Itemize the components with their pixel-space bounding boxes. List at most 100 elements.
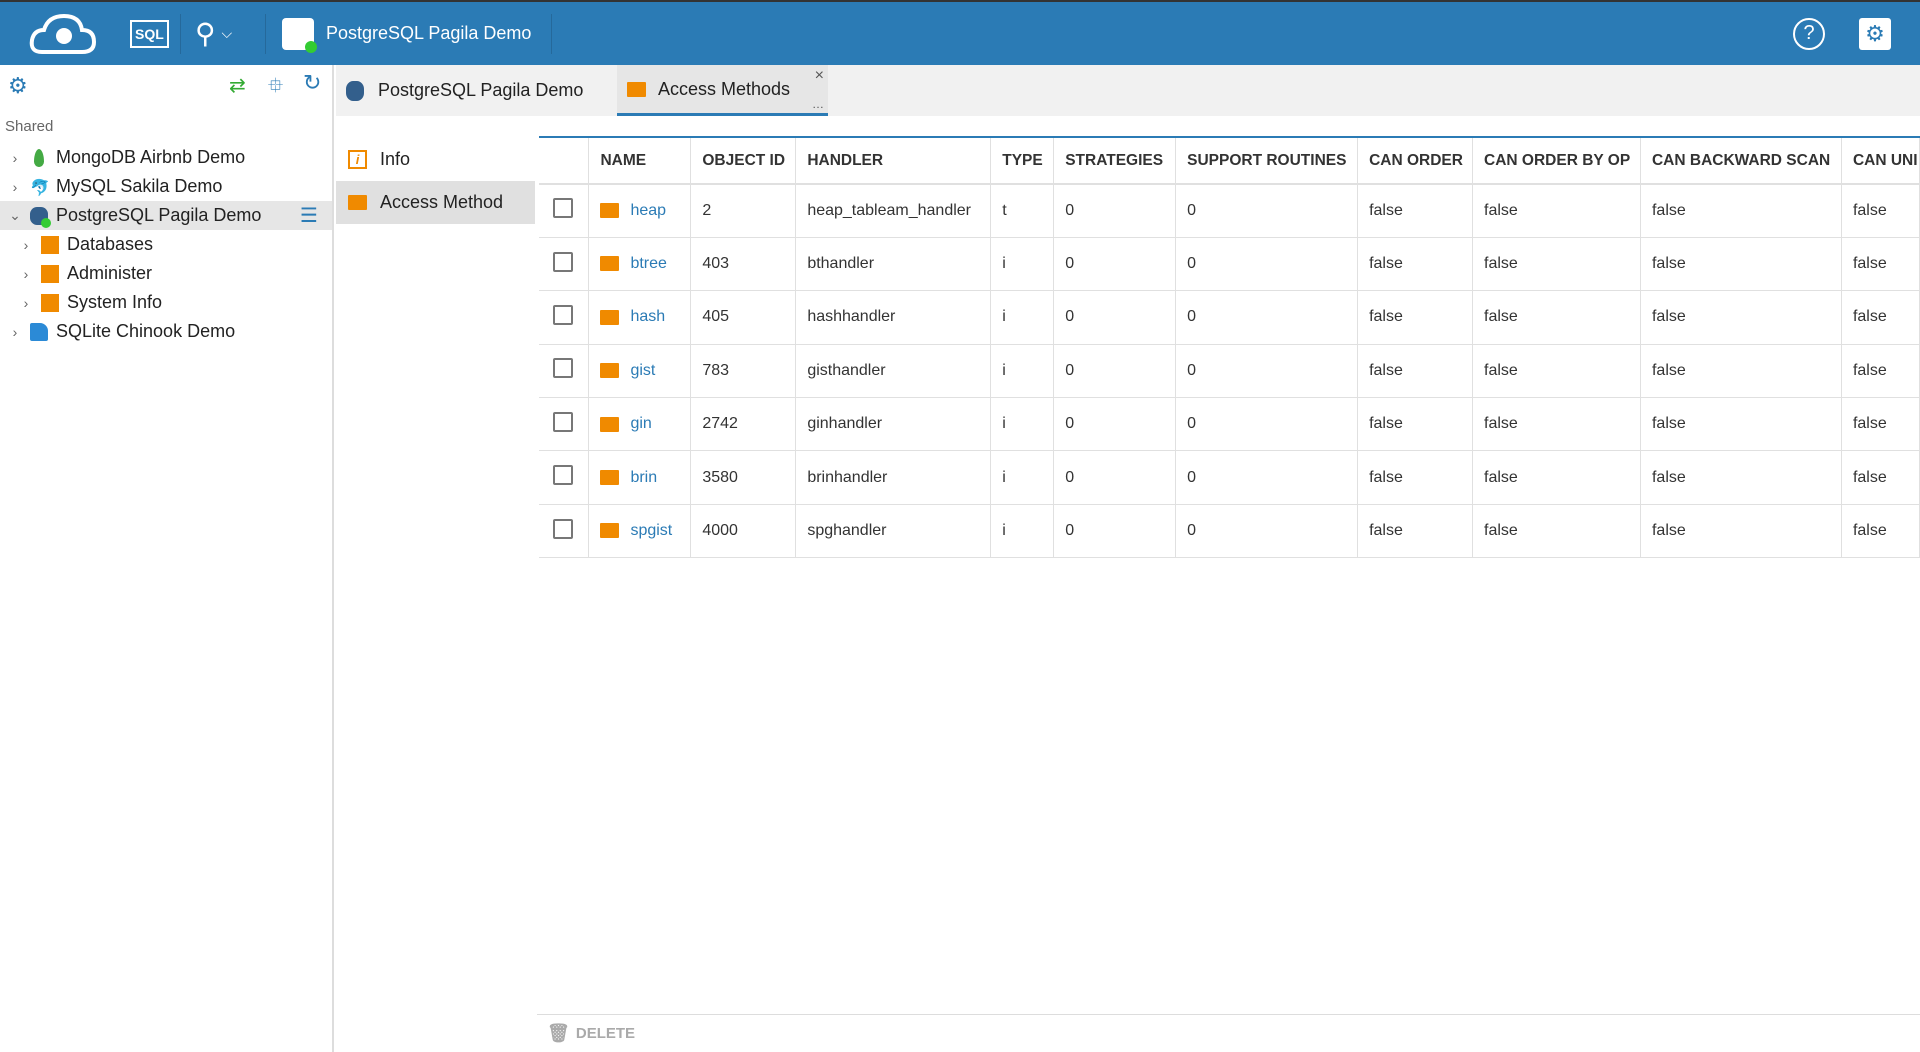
cell: false (1472, 184, 1641, 238)
tree-item-postgresql[interactable]: ⌄ PostgreSQL Pagila Demo ☰ (0, 201, 332, 230)
name-link[interactable]: spgist (630, 522, 673, 540)
row-select-cell[interactable] (539, 184, 590, 238)
menu-icon[interactable]: ☰ (300, 205, 318, 227)
cell-name[interactable]: gin (588, 397, 692, 452)
cell: false (1841, 184, 1920, 238)
cell: false (1472, 290, 1641, 345)
more-icon[interactable]: … (812, 97, 824, 111)
row-checkbox[interactable] (553, 304, 573, 325)
connection-selector[interactable]: PostgreSQL Pagila Demo (282, 2, 531, 65)
row-checkbox[interactable] (553, 411, 573, 432)
row-checkbox[interactable] (553, 465, 573, 486)
name-link[interactable]: btree (630, 255, 667, 273)
row-select-cell[interactable] (539, 504, 590, 559)
help-button[interactable]: ? (1793, 2, 1825, 65)
cell: false (1357, 504, 1474, 559)
name-link[interactable]: hash (630, 308, 666, 326)
row-select-cell[interactable] (539, 344, 590, 399)
tab-access-methods[interactable]: Access Methods ×… (617, 65, 828, 116)
delete-button[interactable]: 🗑 DELETE (547, 1023, 635, 1044)
row-select-cell[interactable] (539, 397, 590, 452)
table-row[interactable]: btree 403 bthandler i 0 0 false false false false (539, 237, 1920, 292)
cell: 0 (1175, 504, 1359, 559)
column-header[interactable]: NAME (588, 138, 692, 185)
cell: 0 (1053, 344, 1177, 399)
tree-item-label: System Info (67, 292, 163, 312)
refresh-icon[interactable]: ↻ (303, 70, 322, 95)
tools-menu-button[interactable]: ⚲ ⌵ (195, 2, 232, 65)
postgresql-icon (282, 17, 317, 53)
tools-icon: ⚲ (195, 18, 216, 49)
row-checkbox[interactable] (553, 251, 573, 272)
tree-item-mysql[interactable]: › 🐬 MySQL Sakila Demo (0, 172, 332, 201)
sql-editor-button[interactable]: SQL (130, 2, 169, 65)
close-tab-icon[interactable]: × (814, 67, 824, 84)
cell-name[interactable]: heap (588, 184, 692, 238)
mysql-icon: 🐬 (30, 179, 50, 197)
navigator-settings-icon[interactable]: ⚙ (8, 73, 28, 98)
column-header[interactable]: CAN ORDER (1357, 138, 1474, 185)
cell: false (1841, 397, 1920, 452)
column-header[interactable]: TYPE (990, 138, 1055, 185)
cell-name[interactable]: spgist (588, 504, 692, 559)
column-header[interactable]: STRATEGIES (1053, 138, 1177, 185)
cell-name[interactable]: gist (588, 344, 692, 399)
chevron-right-icon[interactable]: › (12, 149, 18, 166)
row-select-cell[interactable] (539, 450, 590, 505)
row-select-cell[interactable] (539, 237, 590, 292)
chevron-right-icon[interactable]: › (23, 294, 29, 311)
cloudbeaver-logo[interactable] (28, 2, 98, 65)
subnav-info[interactable]: i Info (336, 138, 535, 181)
connection-title: PostgreSQL Pagila Demo (326, 23, 532, 43)
tree-item-administer[interactable]: › Administer (0, 259, 332, 288)
column-header[interactable]: CAN ORDER BY OP (1472, 138, 1641, 185)
chevron-right-icon[interactable]: › (12, 323, 18, 340)
subnav-access-method[interactable]: Access Method (336, 181, 535, 224)
row-checkbox[interactable] (553, 518, 573, 539)
column-header[interactable]: SUPPORT ROUTINES (1175, 138, 1359, 185)
table-row[interactable]: hash 405 hashhandler i 0 0 false false false fals… (539, 290, 1920, 345)
tree-item-system-info[interactable]: › System Info (0, 288, 332, 317)
cell: false (1472, 450, 1641, 505)
folder-icon (600, 523, 620, 539)
collapse-all-icon[interactable]: ⯐ (268, 75, 283, 97)
chevron-right-icon[interactable]: › (23, 265, 29, 282)
cell: false (1841, 237, 1920, 292)
cell-name[interactable]: hash (588, 290, 692, 345)
row-checkbox[interactable] (553, 358, 573, 379)
row-select-cell[interactable] (539, 290, 590, 345)
row-checkbox[interactable] (553, 198, 573, 219)
link-editor-icon[interactable]: ⇄ (229, 75, 246, 97)
tree-item-mongodb[interactable]: › MongoDB Airbnb Demo (0, 143, 332, 172)
chevron-down-icon[interactable]: ⌄ (9, 207, 21, 223)
help-icon: ? (1793, 17, 1825, 50)
tree-item-sqlite[interactable]: › SQLite Chinook Demo (0, 317, 332, 346)
name-link[interactable]: brin (630, 468, 658, 486)
tree-item-databases[interactable]: › Databases (0, 230, 332, 259)
object-subnav: i Info Access Method (336, 138, 535, 224)
databases-folder-icon (41, 235, 59, 254)
chevron-right-icon[interactable]: › (12, 178, 18, 195)
column-header[interactable]: CAN UNI (1841, 138, 1920, 185)
name-link[interactable]: heap (630, 201, 667, 219)
name-link[interactable]: gin (630, 415, 652, 433)
mongodb-icon (34, 148, 44, 167)
column-header[interactable]: OBJECT ID (690, 138, 797, 185)
section-label: Shared (5, 118, 54, 135)
table-row[interactable]: spgist 4000 spghandler i 0 0 false false false fa… (539, 504, 1920, 559)
settings-button[interactable]: ⚙ (1859, 2, 1891, 65)
cell: 0 (1175, 450, 1359, 505)
table-row[interactable]: gin 2742 ginhandler i 0 0 false false false false (539, 397, 1920, 452)
column-header[interactable]: HANDLER (795, 138, 992, 185)
table-row[interactable]: brin 3580 brinhandler i 0 0 false false false fal… (539, 450, 1920, 505)
name-link[interactable]: gist (630, 361, 656, 379)
cell-name[interactable]: brin (588, 450, 692, 505)
table-row[interactable]: heap 2 heap_tableam_handler t 0 0 false false fa… (539, 184, 1920, 238)
table-row[interactable]: gist 783 gisthandler i 0 0 false false false fals… (539, 344, 1920, 399)
cell: 0 (1175, 184, 1359, 238)
cell-name[interactable]: btree (588, 237, 692, 292)
column-header[interactable]: CAN BACKWARD SCAN (1640, 138, 1842, 185)
cell: brinhandler (795, 450, 992, 505)
tab-postgresql-pagila-demo[interactable]: PostgreSQL Pagila Demo (346, 65, 583, 116)
chevron-right-icon[interactable]: › (23, 236, 29, 253)
